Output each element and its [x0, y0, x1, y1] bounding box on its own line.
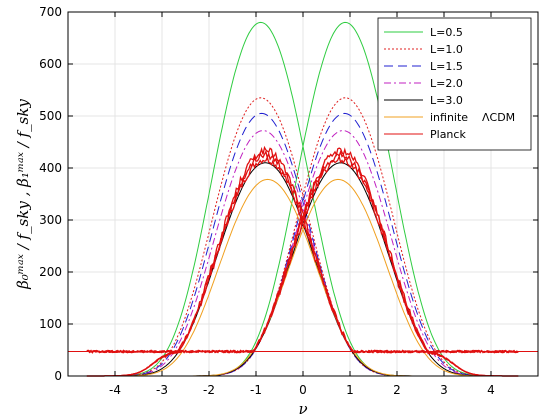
x-tick-label: 0: [299, 383, 307, 397]
x-axis-label: ν: [298, 400, 307, 418]
y-tick-label: 0: [54, 369, 62, 383]
x-tick-label: 1: [346, 383, 354, 397]
series-line-planck: [86, 145, 519, 377]
x-tick-label: -1: [250, 383, 262, 397]
legend-entry: L=1.5: [430, 60, 463, 73]
x-tick-label: -2: [203, 383, 215, 397]
x-tick-label: 4: [487, 383, 495, 397]
y-tick-label: 300: [39, 213, 62, 227]
legend-entry: L=0.5: [430, 26, 463, 39]
x-tick-label: 3: [440, 383, 448, 397]
x-tick-label: -4: [109, 383, 121, 397]
legend-lcdm-label: ΛCDM: [482, 111, 515, 124]
legend-entry: infinite: [430, 111, 468, 124]
legend-entry: L=2.0: [430, 77, 463, 90]
y-tick-label: 200: [39, 265, 62, 279]
x-tick-label: 2: [393, 383, 401, 397]
y-tick-label: 400: [39, 161, 62, 175]
x-tick-label: -3: [156, 383, 168, 397]
legend-entry: L=1.0: [430, 43, 463, 56]
y-tick-label: 700: [39, 5, 62, 19]
legend: L=0.5 L=1.0 L=1.5 L=2.0 L=3.0 infinite Planck Λ…: [377, 17, 532, 151]
ticks: -4 -3 -2 -1 0 1 2 3 4 0 100 200 300 400 500 600 700: [39, 5, 538, 397]
series-line-l-1-0: [86, 97, 519, 377]
y-tick-label: 100: [39, 317, 62, 331]
y-axis-label: β₀ᵐᵃˣ / f_sky , β₁ᵐᵃˣ / f_sky: [14, 99, 32, 290]
legend-entry: Planck: [430, 128, 466, 141]
legend-entry: L=3.0: [430, 94, 463, 107]
legend-box: [377, 17, 532, 151]
y-tick-label: 600: [39, 57, 62, 71]
y-tick-label: 500: [39, 109, 62, 123]
